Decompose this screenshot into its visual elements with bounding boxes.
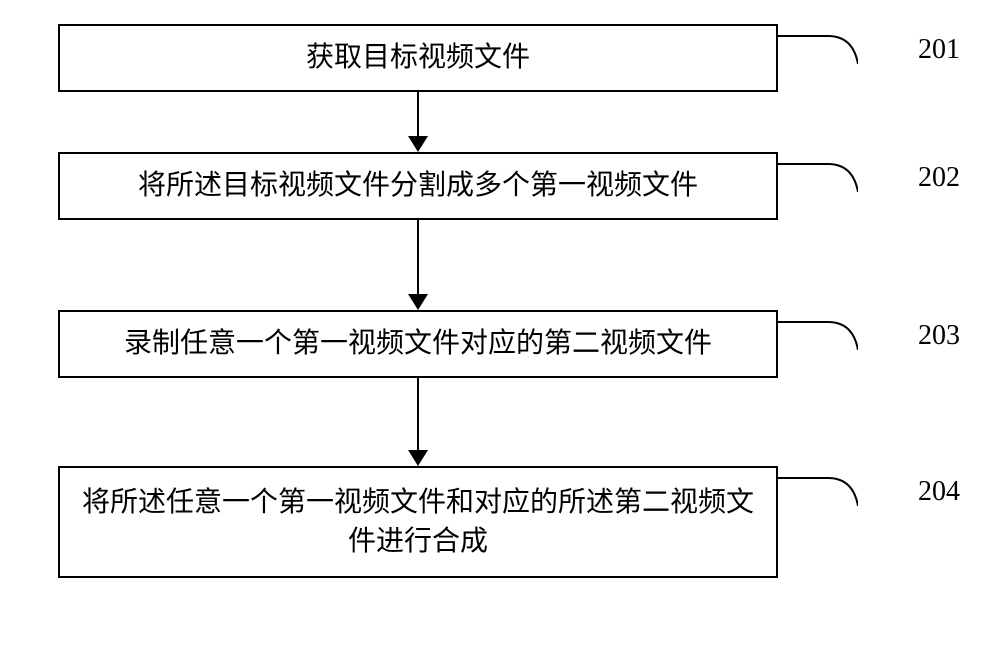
step-label-connector <box>778 24 858 64</box>
flow-step-text: 录制任意一个第一视频文件对应的第二视频文件 <box>124 324 712 363</box>
flowchart-container: 获取目标视频文件 201 将所述目标视频文件分割成多个第一视频文件 202 录制… <box>58 24 938 578</box>
step-number: 204 <box>918 476 960 508</box>
flow-arrow-icon <box>398 92 438 152</box>
flow-step-box: 录制任意一个第一视频文件对应的第二视频文件 <box>58 310 778 378</box>
step-label-connector <box>778 466 858 506</box>
arrow-spacer <box>58 378 778 466</box>
step-number: 203 <box>918 320 960 352</box>
flow-arrow-icon <box>398 378 438 466</box>
flow-step-text: 将所述任意一个第一视频文件和对应的所述第二视频文件进行合成 <box>80 483 756 561</box>
flow-step-box: 将所述任意一个第一视频文件和对应的所述第二视频文件进行合成 <box>58 466 778 578</box>
flow-step-text: 获取目标视频文件 <box>306 38 530 77</box>
arrow-spacer <box>58 92 778 152</box>
flow-step-box: 将所述目标视频文件分割成多个第一视频文件 <box>58 152 778 220</box>
flow-step-text: 将所述目标视频文件分割成多个第一视频文件 <box>138 166 698 205</box>
step-number: 202 <box>918 162 960 194</box>
step-label-connector <box>778 310 858 350</box>
step-number: 201 <box>918 34 960 66</box>
arrow-spacer <box>58 220 778 310</box>
step-label-connector <box>778 152 858 192</box>
flow-step-box: 获取目标视频文件 <box>58 24 778 92</box>
flow-arrow-icon <box>398 220 438 310</box>
